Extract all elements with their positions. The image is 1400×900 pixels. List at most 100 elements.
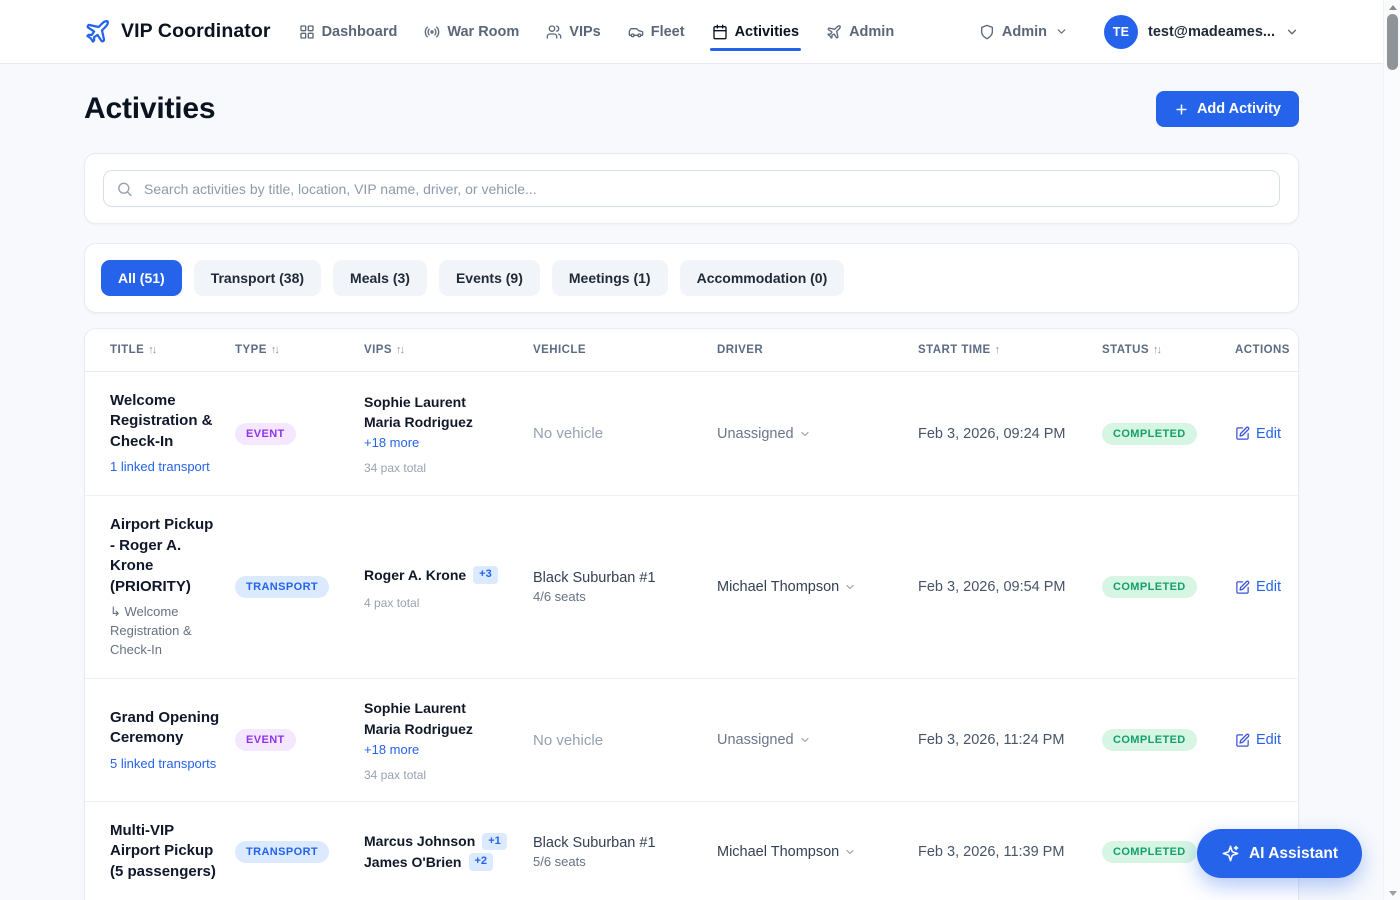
- pax-total: 34 pax total: [364, 461, 427, 476]
- chevron-down-icon: [846, 585, 854, 590]
- column-header-start-time[interactable]: START TIME ↑: [918, 344, 1000, 356]
- filter-tab-events[interactable]: Events (9): [438, 260, 540, 296]
- linked-transport-link[interactable]: 5 linked transports: [110, 755, 217, 771]
- activity-title: Airport Pickup - Roger A. Krone (PRIORIT…: [110, 516, 214, 595]
- vip-line: Maria Rodriguez: [364, 719, 519, 739]
- driver-name: Michael Thompson: [717, 579, 840, 596]
- users-icon: [546, 24, 562, 39]
- vip-line: Sophie Laurent: [364, 698, 519, 718]
- title-cell: Airport Pickup - Roger A. Krone (PRIORIT…: [85, 496, 235, 678]
- plus-icon: [1176, 103, 1187, 115]
- vip-extra-badge[interactable]: +1: [482, 832, 507, 851]
- edit-button[interactable]: Edit: [1235, 579, 1286, 595]
- actions-cell: Edit: [1235, 407, 1298, 461]
- scrollbar-down-arrow[interactable]: [1384, 886, 1400, 900]
- type-badge: EVENT: [235, 422, 296, 445]
- status-badge: COMPLETED: [1102, 422, 1197, 445]
- filter-tabs: All (51) Transport (38) Meals (3) Events…: [84, 243, 1299, 313]
- column-header-vips[interactable]: VIPS ↑↓: [364, 344, 405, 356]
- edit-button[interactable]: Edit: [1235, 426, 1286, 442]
- filter-tab-meals[interactable]: Meals (3): [333, 260, 427, 296]
- vip-name: Sophie Laurent: [364, 700, 466, 717]
- activities-table: TITLE ↑↓ TYPE ↑↓ VIPS ↑↓ VEHICLE DRIVER STA…: [84, 328, 1299, 900]
- start-time-cell: Feb 3, 2026, 09:24 PM: [918, 407, 1102, 461]
- scrollbar-up-arrow[interactable]: [1384, 0, 1400, 14]
- edit-label: Edit: [1256, 579, 1281, 596]
- driver-dropdown[interactable]: Michael Thompson: [717, 844, 904, 860]
- vip-extra-badge[interactable]: +3: [473, 566, 498, 585]
- brand-name: VIP Coordinator: [121, 20, 271, 42]
- actions-cell: Edit: [1235, 560, 1298, 614]
- vips-cell: Sophie Laurent Maria Rodriguez +18 more 3…: [364, 373, 533, 495]
- nav-item-dashboard[interactable]: Dashboard: [299, 0, 397, 64]
- vips-more-link[interactable]: +18 more: [364, 435, 420, 451]
- status-cell: COMPLETED: [1102, 557, 1235, 617]
- ai-assistant-button[interactable]: AI Assistant: [1196, 829, 1362, 878]
- chevron-down-icon: [846, 849, 854, 854]
- filter-tab-meetings[interactable]: Meetings (1): [551, 260, 668, 296]
- edit-icon: [1236, 426, 1250, 440]
- sort-icon: ↑↓: [1153, 344, 1162, 356]
- table-row: Grand Opening Ceremony 5 linked transpor…: [85, 679, 1298, 803]
- chevron-down-icon: [800, 431, 809, 436]
- status-badge: COMPLETED: [1102, 840, 1197, 863]
- nav-item-vips[interactable]: VIPs: [546, 0, 601, 64]
- activity-title: Grand Opening Ceremony: [110, 708, 220, 747]
- radio-icon: [424, 26, 440, 37]
- filter-tab-all[interactable]: All (51): [101, 260, 182, 296]
- column-header-actions: ACTIONS: [1235, 344, 1290, 356]
- nav-item-flights[interactable]: Admin: [826, 0, 894, 64]
- type-badge: TRANSPORT: [235, 576, 330, 599]
- nav-item-activities[interactable]: Activities: [709, 0, 802, 64]
- start-time: Feb 3, 2026, 09:24 PM: [918, 425, 1066, 442]
- driver-dropdown[interactable]: Unassigned: [717, 732, 904, 748]
- driver-dropdown[interactable]: Michael Thompson: [717, 579, 904, 595]
- linked-parent-label: ↳ Welcome Registration & Check-In: [110, 603, 192, 657]
- start-time: Feb 3, 2026, 11:39 PM: [918, 843, 1065, 860]
- vip-list: Sophie Laurent Maria Rodriguez: [364, 392, 519, 433]
- table-row: Welcome Registration & Check-In 1 linked…: [85, 372, 1298, 497]
- vips-more-link[interactable]: +18 more: [364, 742, 420, 758]
- nav-item-fleet[interactable]: Fleet: [628, 0, 685, 64]
- avatar: TE: [1104, 14, 1139, 49]
- nav-item-war-room[interactable]: War Room: [424, 0, 519, 64]
- add-activity-label: Add Activity: [1196, 101, 1281, 117]
- brand-logo[interactable]: VIP Coordinator: [84, 18, 271, 45]
- column-header-title[interactable]: TITLE ↑↓: [110, 344, 157, 356]
- nav-label: Activities: [734, 23, 800, 40]
- nav-label: VIPs: [569, 23, 601, 40]
- vip-list: Marcus Johnson +1 James O'Brien +2: [364, 831, 519, 872]
- vehicle-cell: Black Suburban #1 5/6 seats: [533, 816, 717, 888]
- driver-dropdown[interactable]: Unassigned: [717, 426, 904, 442]
- column-header-vehicle: VEHICLE: [533, 344, 586, 356]
- user-menu[interactable]: TE test@madeames...: [1104, 14, 1299, 49]
- column-header-status[interactable]: STATUS ↑↓: [1102, 344, 1162, 356]
- start-time-cell: Feb 3, 2026, 11:39 PM: [918, 825, 1102, 879]
- driver-cell: Michael Thompson: [717, 560, 918, 614]
- filter-tab-transport[interactable]: Transport (38): [193, 260, 322, 296]
- search-input[interactable]: [103, 170, 1280, 207]
- vehicle-name: No vehicle: [533, 731, 604, 749]
- edit-button[interactable]: Edit: [1235, 732, 1286, 748]
- filter-tab-accommodation[interactable]: Accommodation (0): [679, 260, 845, 296]
- vertical-scrollbar: [1383, 0, 1400, 900]
- search-card: [84, 153, 1299, 224]
- vehicle-seats: 4/6 seats: [533, 589, 586, 605]
- actions-cell: Edit: [1235, 713, 1298, 767]
- table-row: Multi-VIP Airport Pickup (5 passengers) …: [85, 802, 1298, 900]
- nav-item-admin[interactable]: Admin: [979, 24, 1068, 40]
- table-row: Airport Pickup - Roger A. Krone (PRIORIT…: [85, 496, 1298, 680]
- linked-transport-link[interactable]: 1 linked transport: [110, 459, 210, 475]
- table-header-row: TITLE ↑↓ TYPE ↑↓ VIPS ↑↓ VEHICLE DRIVER STA…: [85, 329, 1298, 372]
- vip-extra-badge[interactable]: +2: [468, 852, 494, 871]
- pax-total: 4 pax total: [364, 595, 420, 610]
- dashboard-icon: [299, 24, 314, 39]
- scrollbar-thumb[interactable]: [1387, 14, 1398, 70]
- start-time-cell: Feb 3, 2026, 09:54 PM: [918, 560, 1102, 614]
- vips-cell: Roger A. Krone +3 4 pax total: [364, 546, 533, 628]
- add-activity-button[interactable]: Add Activity: [1155, 91, 1299, 127]
- vip-line: Roger A. Krone +3: [364, 565, 519, 585]
- page-title: Activities: [84, 92, 216, 125]
- column-header-type[interactable]: TYPE ↑↓: [235, 344, 280, 356]
- driver-name: Unassigned: [717, 425, 794, 442]
